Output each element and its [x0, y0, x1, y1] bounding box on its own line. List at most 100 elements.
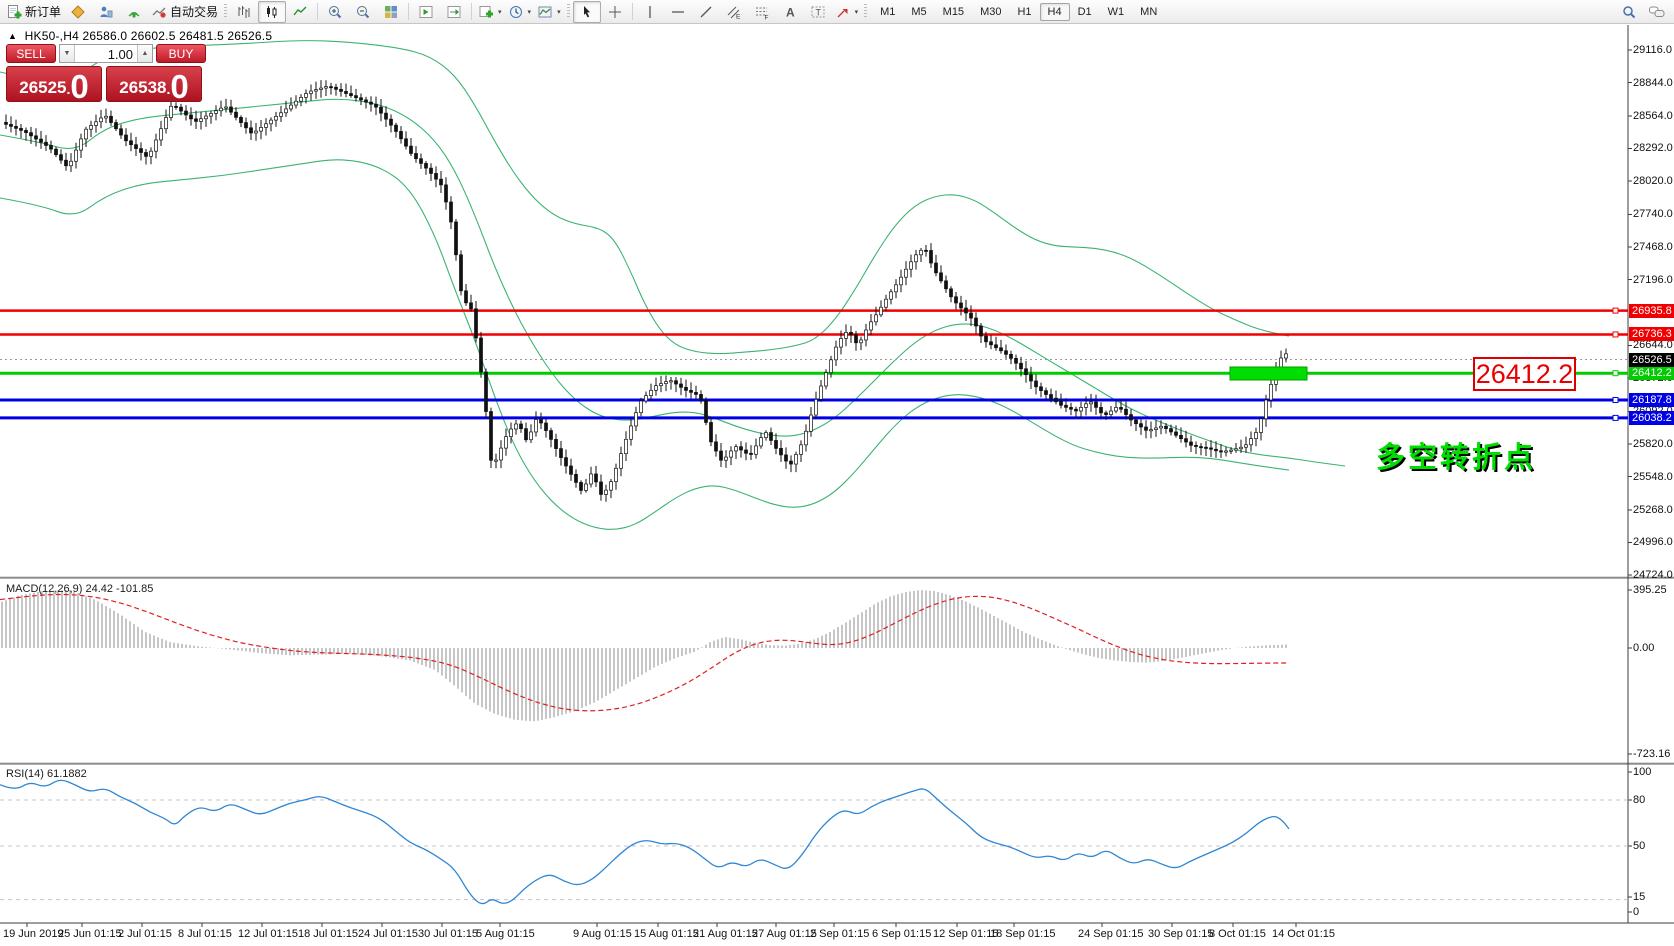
templates-caret-icon: ▾ — [557, 8, 561, 16]
buy-button[interactable]: BUY — [156, 44, 206, 63]
toolbar-drag-handle[interactable] — [566, 4, 570, 19]
search-icon — [1623, 5, 1636, 18]
svg-text:T: T — [815, 7, 821, 17]
signals-button[interactable] — [120, 1, 148, 23]
candlestick-chart-button[interactable] — [258, 0, 287, 23]
price-axis-tick: 28292.0 — [1633, 142, 1673, 155]
buy-price-display[interactable]: 26538. 0 — [106, 66, 202, 103]
time-axis-ticks — [26, 923, 1297, 927]
vertical-line-tool-button[interactable] — [636, 1, 664, 23]
price-level-label: 26187.8 — [1629, 393, 1674, 408]
chart-shift-icon — [447, 5, 461, 18]
trendline-icon — [700, 6, 712, 17]
buy-price-main: 26538 — [119, 78, 167, 97]
volume-decrease-button[interactable]: ▼ — [60, 45, 75, 62]
arrows-tool-button[interactable]: ▾ — [832, 1, 862, 23]
price-axis-tick: 27740.0 — [1633, 208, 1673, 221]
buy-price-dot: . — [166, 81, 171, 97]
periods-button[interactable]: ▾ — [505, 1, 535, 23]
zoom-out-icon — [357, 5, 370, 18]
indicators-button[interactable]: ▾ — [475, 1, 505, 23]
toolbar-drag-handle[interactable] — [224, 4, 228, 19]
sell-price-display[interactable]: 26525. 0 — [6, 66, 102, 103]
rsi-scale-label: 80 — [1633, 794, 1646, 806]
arrows-caret-icon: ▾ — [854, 8, 859, 16]
timeframe-button-m1[interactable]: M1 — [880, 5, 896, 18]
price-level-label: 26412.2 — [1629, 366, 1674, 381]
macd-indicator-label: MACD(12,26,9) 24.42 -101.85 — [6, 583, 154, 595]
indicators-caret-icon: ▾ — [498, 8, 502, 16]
text-tool-button[interactable]: A — [776, 1, 804, 23]
line-chart-button[interactable] — [286, 1, 314, 23]
crosshair-tool-button[interactable] — [601, 1, 629, 23]
publisher-button[interactable] — [92, 1, 120, 23]
sell-button[interactable]: SELL — [6, 44, 56, 63]
time-axis-label: 12 Sep 01:15 — [933, 928, 999, 940]
chat-icon — [1649, 6, 1665, 17]
bollinger-band-lower — [0, 159, 1290, 530]
timeframe-button-m30[interactable]: M30 — [980, 5, 1002, 18]
horizontal-line-tool-button[interactable] — [664, 1, 692, 23]
timeframe-button-d1[interactable]: D1 — [1077, 5, 1092, 18]
timeframe-button-m15[interactable]: M15 — [942, 5, 965, 18]
timeframe-button-w1[interactable]: W1 — [1107, 5, 1125, 18]
time-axis-label: 2 Jul 01:15 — [118, 928, 172, 940]
timeframe-button-m5[interactable]: M5 — [911, 5, 927, 18]
equidistant-channel-icon: E — [727, 6, 741, 20]
auto-scroll-icon — [419, 5, 433, 18]
chat-button[interactable] — [1643, 1, 1671, 23]
autotrading-label: 自动交易 — [170, 5, 219, 19]
timeframe-button-h1[interactable]: H1 — [1017, 5, 1032, 18]
text-label-tool-button[interactable]: T — [804, 1, 832, 23]
collapse-arrow-icon[interactable]: ▲ — [8, 31, 18, 41]
highlight-zone-rect[interactable] — [1229, 366, 1308, 381]
search-button[interactable] — [1615, 1, 1643, 23]
chart-shift-button[interactable] — [440, 1, 468, 23]
channel-tool-button[interactable]: E — [720, 1, 748, 23]
bar-chart-button[interactable] — [230, 1, 258, 23]
periods-caret-icon: ▾ — [527, 8, 532, 16]
macd-panel — [0, 590, 1290, 722]
indicators-add-icon — [479, 5, 494, 17]
volume-input[interactable]: 1.00 — [107, 47, 133, 62]
macd-signal-line — [0, 593, 1290, 712]
zoom-out-button[interactable] — [349, 1, 377, 23]
price-level-callout[interactable]: 26412.2 — [1473, 357, 1576, 391]
chart-header: ▲ HK50-,H4 26586.0 26602.5 26481.5 26526… — [8, 29, 272, 43]
toolbar-drag-handle[interactable] — [864, 4, 868, 19]
profiles-button[interactable] — [64, 1, 92, 23]
price-axis-tick: 25548.0 — [1633, 470, 1673, 483]
new-order-button[interactable]: 新订单 — [3, 1, 64, 23]
tile-windows-button[interactable] — [377, 1, 405, 23]
auto-scroll-button[interactable] — [412, 1, 440, 23]
time-axis-label: 14 Oct 01:15 — [1272, 928, 1335, 940]
timeframe-button-mn[interactable]: MN — [1140, 5, 1158, 18]
time-axis-label: 24 Sep 01:15 — [1078, 928, 1144, 940]
horizontal-level-lines[interactable] — [0, 307, 1628, 421]
time-axis-label: 6 Sep 01:15 — [872, 928, 932, 940]
signals-icon — [128, 11, 140, 18]
turning-point-annotation[interactable]: 多空转折点 — [1376, 442, 1537, 474]
rsi-scale-label: 50 — [1633, 840, 1646, 852]
zoom-in-icon — [329, 5, 342, 18]
candlestick-chart-icon — [267, 5, 277, 18]
autotrading-button[interactable]: 自动交易 — [148, 1, 221, 23]
trendline-tool-button[interactable] — [692, 1, 720, 23]
volume-increase-button[interactable]: ▲ — [137, 45, 152, 62]
autotrading-icon — [152, 7, 166, 18]
sell-price-main: 26525 — [19, 78, 67, 97]
timeframe-button-h4[interactable]: H4 — [1039, 2, 1070, 21]
candlestick-series — [4, 80, 1288, 502]
price-axis-tick: 27468.0 — [1633, 240, 1673, 253]
time-axis-label: 18 Sep 01:15 — [990, 928, 1056, 940]
zoom-in-button[interactable] — [321, 1, 349, 23]
text-label-icon: T — [811, 6, 825, 17]
fibonacci-tool-button[interactable]: F — [748, 1, 776, 23]
template-chart-icon — [538, 6, 552, 17]
time-axis-label: 21 Aug 01:15 — [693, 928, 758, 940]
cursor-tool-button[interactable] — [572, 0, 601, 23]
time-axis-label: 8 Oct 01:15 — [1209, 928, 1266, 940]
templates-button[interactable]: ▾ — [534, 1, 564, 23]
